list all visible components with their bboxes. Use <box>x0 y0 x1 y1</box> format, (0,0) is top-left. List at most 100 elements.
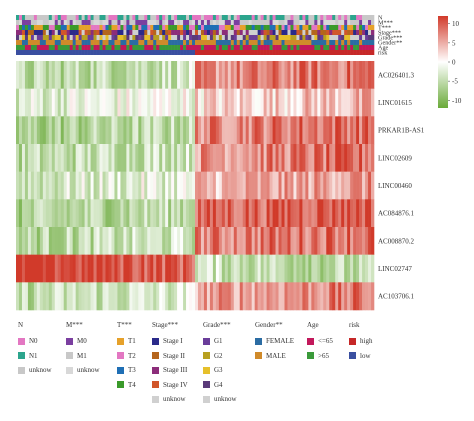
heatmap-cell <box>153 88 157 117</box>
heatmap-cell <box>120 254 124 283</box>
heatmap-cell <box>227 116 232 145</box>
heatmap-cell <box>305 144 309 172</box>
heatmap-cell <box>344 254 348 283</box>
heatmap-cell <box>75 171 79 200</box>
heatmap-cell <box>174 144 178 172</box>
heatmap-cell <box>57 282 62 311</box>
annotation-cell <box>197 50 202 55</box>
heatmap-cell <box>236 171 241 200</box>
heatmap-cell <box>218 171 223 200</box>
annotation-cell <box>347 25 351 30</box>
annotation-cell <box>93 50 97 55</box>
annotation-cell <box>141 20 145 25</box>
annotation-cell <box>96 15 100 20</box>
heatmap-cell <box>108 282 112 311</box>
heatmap-cell <box>27 88 32 117</box>
heatmap-cell <box>350 116 354 145</box>
heatmap-cell <box>314 61 318 89</box>
annotation-cell <box>93 15 97 20</box>
heatmap-cell <box>209 227 214 255</box>
heatmap-cell <box>248 61 252 89</box>
annotation-cell <box>218 30 223 35</box>
annotation-cell <box>299 45 303 50</box>
heatmap-cell <box>42 227 47 255</box>
annotation-cell <box>335 15 339 20</box>
heatmap-cell <box>18 199 23 228</box>
heatmap-cell <box>99 282 103 311</box>
annotation-track-label: Age <box>378 45 389 52</box>
heatmap-cell <box>341 144 345 172</box>
annotation-cell <box>195 45 199 50</box>
heatmap-cell <box>16 88 20 117</box>
heatmap-cell <box>189 171 193 200</box>
heatmap-cell <box>174 254 178 283</box>
annotation-cell <box>344 40 348 45</box>
heatmap-cell <box>153 227 157 255</box>
heatmap-cell <box>168 254 172 283</box>
heatmap-cell <box>18 88 23 117</box>
annotation-cell <box>141 35 145 40</box>
annotation-cell <box>84 30 88 35</box>
heatmap-cell <box>254 254 258 283</box>
heatmap-cell <box>308 144 312 172</box>
heatmap-cell <box>218 116 223 145</box>
annotation-cell <box>111 40 115 45</box>
heatmap-cell <box>362 227 366 255</box>
legend-swatch <box>66 366 73 374</box>
annotation-cell <box>236 35 241 40</box>
annotation-cell <box>186 15 190 20</box>
heatmap-cell <box>147 199 151 228</box>
heatmap-cell <box>156 88 160 117</box>
heatmap-cell <box>27 144 32 172</box>
annotation-cell <box>105 25 109 30</box>
heatmap-cell <box>96 61 100 89</box>
heatmap-cell <box>302 199 306 228</box>
annotation-cell <box>242 20 247 25</box>
annotation-cell <box>36 30 41 35</box>
heatmap-cell <box>24 88 29 117</box>
heatmap-cell <box>221 254 226 283</box>
annotation-cell <box>96 30 100 35</box>
annotation-cell <box>27 30 32 35</box>
annotation-cell <box>296 20 300 25</box>
heatmap-cell <box>48 88 53 117</box>
annotation-cell <box>57 20 62 25</box>
heatmap-cell <box>162 199 166 228</box>
annotation-cell <box>362 30 366 35</box>
annotation-cell <box>129 25 133 30</box>
legend-label: T3 <box>128 366 136 374</box>
annotation-cell <box>90 15 94 20</box>
annotation-cell <box>284 50 288 55</box>
heatmap-cell <box>296 254 300 283</box>
annotation-cell <box>206 40 211 45</box>
heatmap-cell <box>251 144 255 172</box>
annotation-cell <box>302 30 306 35</box>
heatmap-cell <box>87 199 91 228</box>
annotation-track-label: T*** <box>378 25 391 32</box>
heatmap-cell <box>359 88 363 117</box>
heatmap-cell <box>129 61 133 89</box>
annotation-cell <box>248 50 252 55</box>
heatmap-cell <box>275 199 279 228</box>
heatmap-cell <box>42 282 47 311</box>
annotation-cell <box>290 35 294 40</box>
annotation-cell <box>254 35 258 40</box>
heatmap-cell <box>290 199 294 228</box>
heatmap-cell <box>69 144 73 172</box>
annotation-cell <box>239 15 244 20</box>
heatmap-cell <box>239 88 244 117</box>
heatmap-cell <box>186 282 190 311</box>
annotation-cell <box>353 20 357 25</box>
annotation-cell <box>54 35 59 40</box>
annotation-cell <box>36 50 41 55</box>
heatmap-cell <box>338 171 342 200</box>
annotation-cell <box>335 30 339 35</box>
heatmap-cell <box>281 116 285 145</box>
heatmap-cell <box>36 171 41 200</box>
annotation-cell <box>120 25 124 30</box>
annotation-cell <box>96 25 100 30</box>
heatmap-cell <box>90 254 94 283</box>
annotation-cell <box>218 45 223 50</box>
heatmap-cell <box>290 171 294 200</box>
annotation-cell <box>117 35 121 40</box>
